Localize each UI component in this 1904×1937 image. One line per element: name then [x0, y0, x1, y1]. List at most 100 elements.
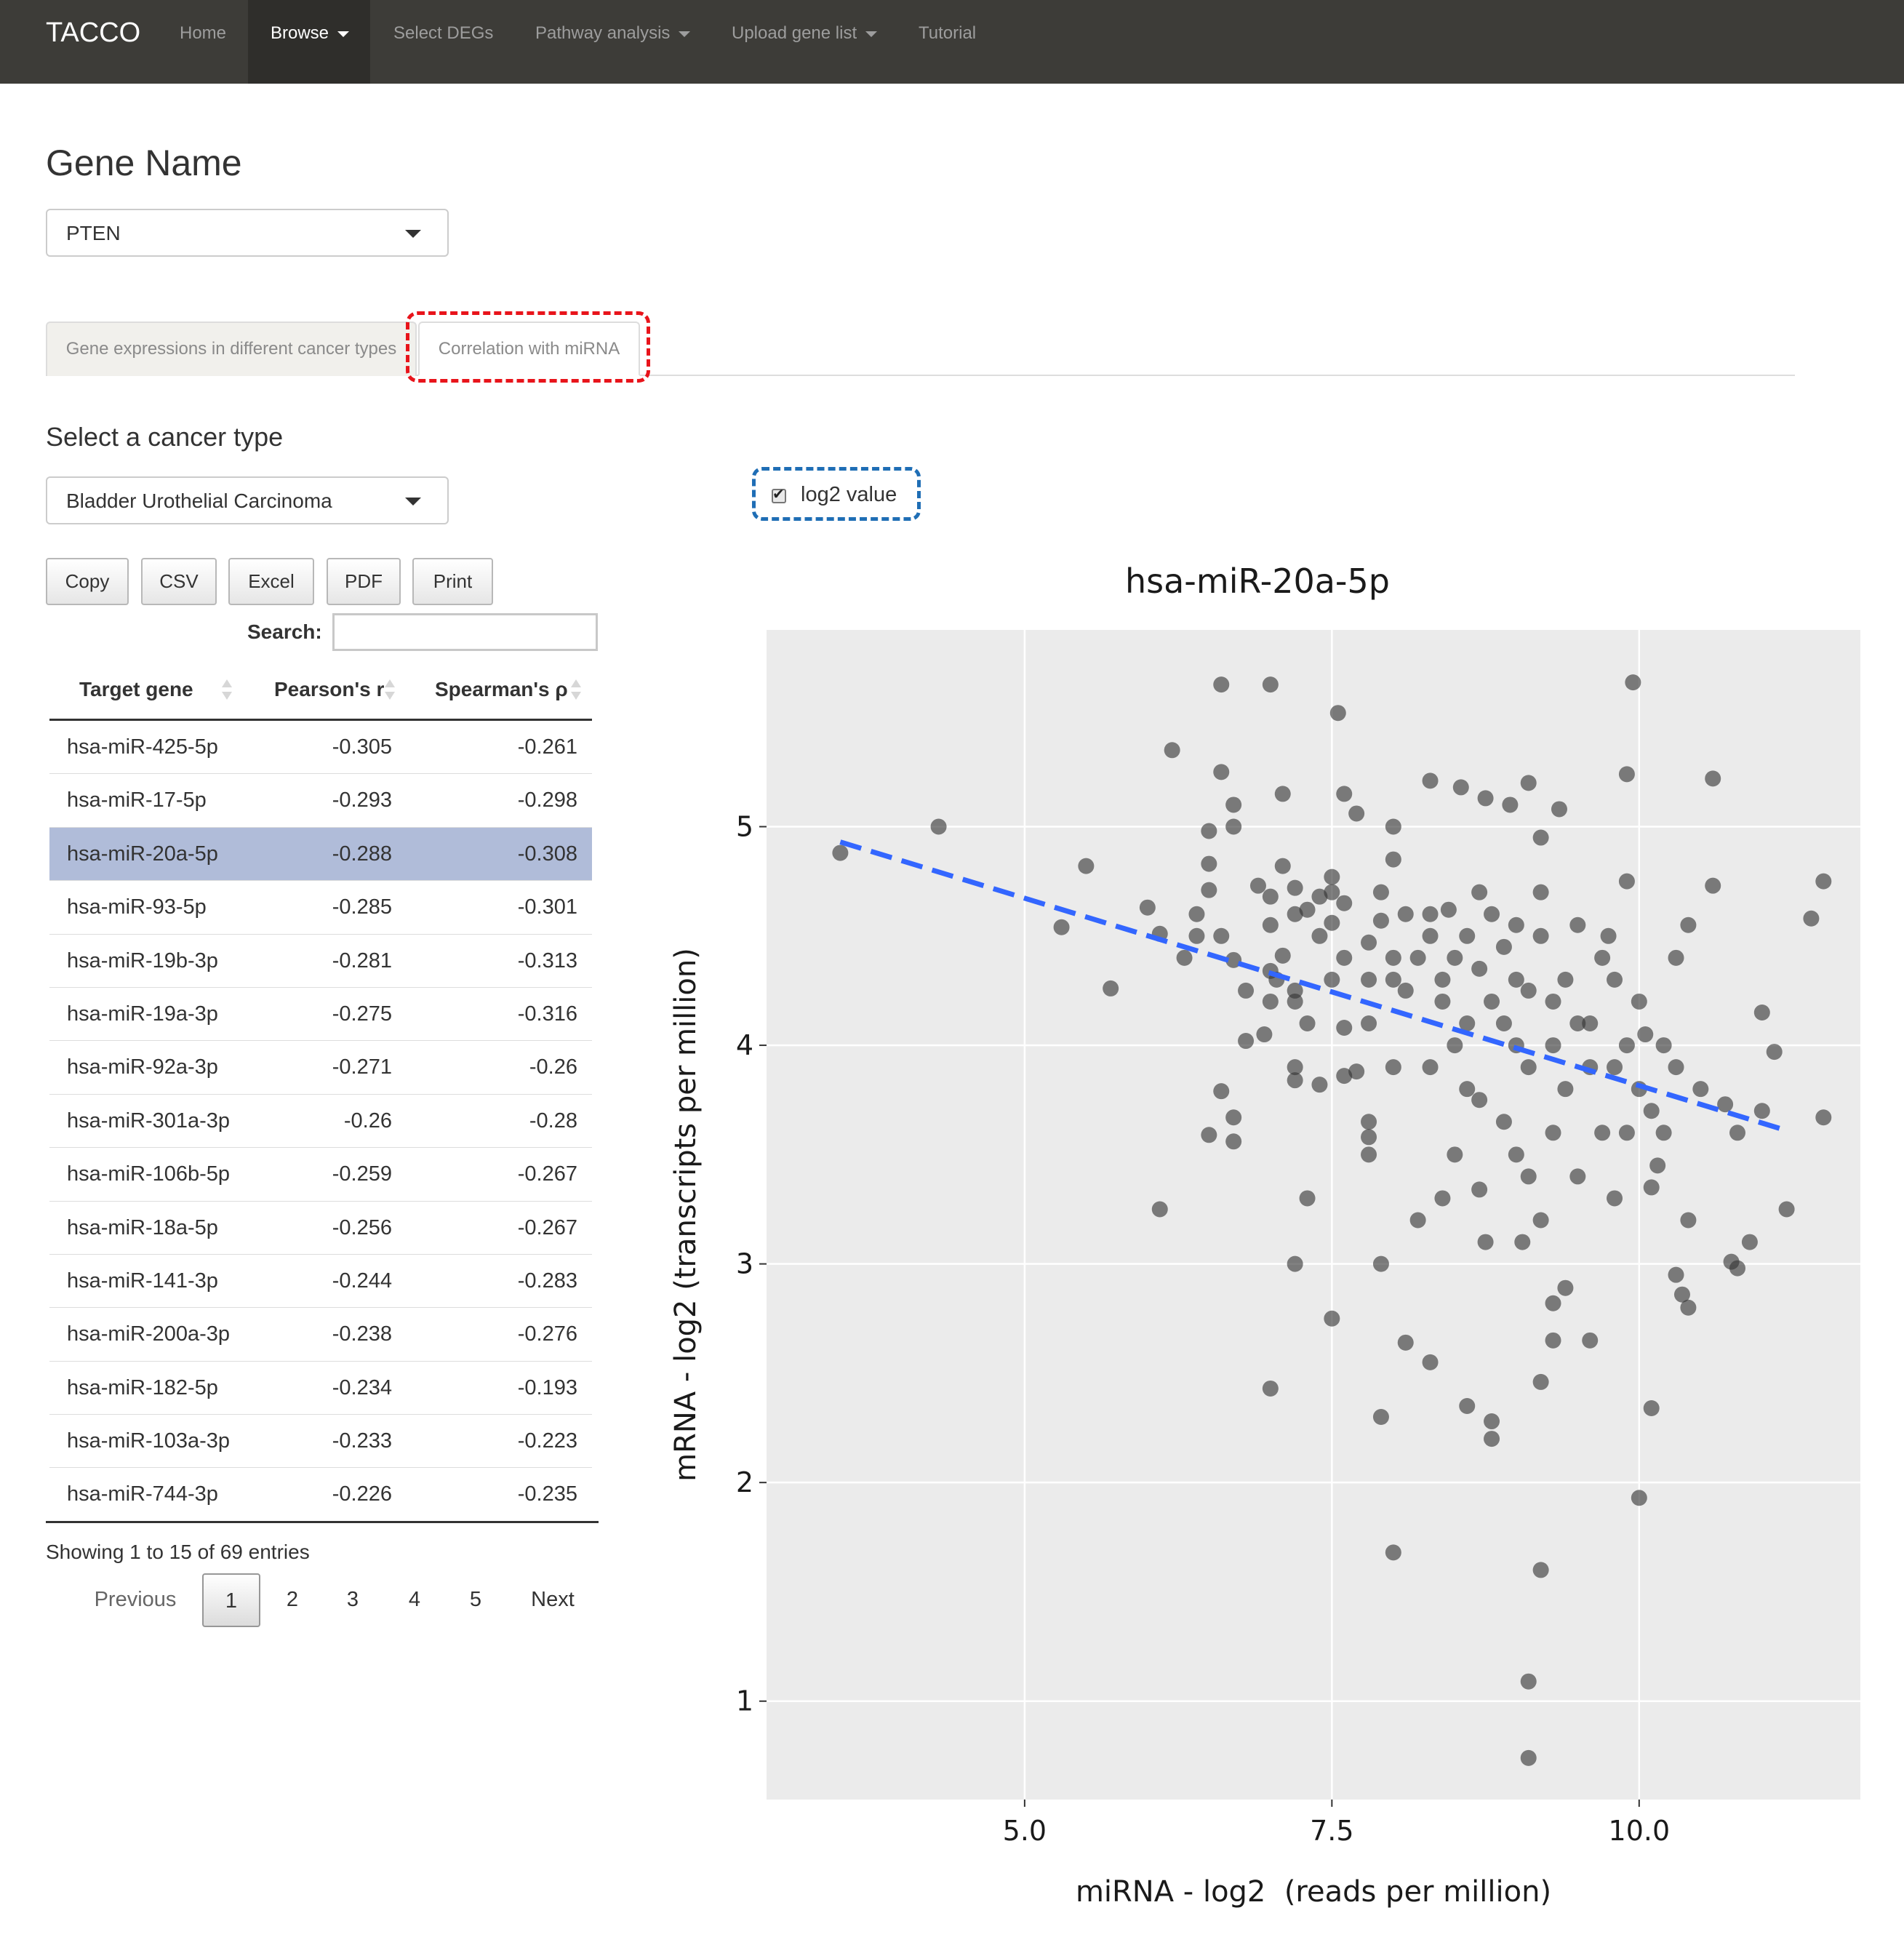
excel-button[interactable]: Excel [228, 558, 314, 605]
data-point [1471, 1092, 1488, 1109]
data-point [1287, 879, 1303, 896]
data-point [1385, 949, 1401, 966]
nav-select-degs[interactable]: Select DEGs [393, 23, 494, 43]
data-point [832, 844, 849, 861]
gene-select[interactable]: PTEN [46, 209, 449, 257]
sort-icon[interactable] [385, 679, 395, 703]
table-row[interactable]: hsa-miR-200a-3p -0.238 -0.276 [49, 1308, 592, 1362]
data-point [930, 818, 947, 835]
search-input[interactable] [332, 613, 598, 651]
brand-logo[interactable]: TACCO [46, 17, 141, 48]
data-point [1532, 884, 1549, 900]
pagination-next[interactable]: Next [531, 1588, 575, 1611]
nav-browse[interactable]: Browse [248, 0, 370, 84]
data-point [1188, 906, 1205, 922]
table-row[interactable]: hsa-miR-92a-3p -0.271 -0.26 [49, 1041, 592, 1095]
table-row[interactable]: hsa-miR-19a-3p -0.275 -0.316 [49, 988, 592, 1042]
data-point [1372, 1409, 1389, 1426]
cell-target-gene: hsa-miR-19a-3p [67, 1002, 218, 1026]
data-point [1680, 916, 1697, 933]
cancer-type-select[interactable]: Bladder Urothelial Carcinoma [46, 476, 449, 524]
data-point [1477, 790, 1494, 807]
sort-icon[interactable] [571, 679, 581, 703]
table-row[interactable]: hsa-miR-141-3p -0.244 -0.283 [49, 1255, 592, 1309]
data-point [1225, 951, 1242, 968]
cell-spearman: -0.301 [517, 895, 577, 919]
data-point [1361, 1114, 1377, 1130]
pdf-button[interactable]: PDF [327, 558, 401, 605]
data-point [1324, 884, 1340, 900]
data-point [1213, 676, 1230, 693]
cell-pearson: -0.281 [332, 948, 392, 973]
data-point [1484, 1431, 1500, 1447]
data-point [1508, 1146, 1524, 1163]
table-row[interactable]: hsa-miR-301a-3p -0.26 -0.28 [49, 1095, 592, 1149]
nav-tutorial[interactable]: Tutorial [919, 23, 977, 43]
data-point [1717, 1096, 1734, 1113]
nav-upload-gene-list[interactable]: Upload gene list [732, 0, 878, 84]
cell-target-gene: hsa-miR-182-5p [67, 1375, 218, 1399]
pagination-page-1[interactable]: 1 [202, 1573, 260, 1627]
pagination-previous[interactable]: Previous [94, 1588, 177, 1611]
table-row[interactable]: hsa-miR-106b-5p -0.259 -0.267 [49, 1148, 592, 1202]
pagination-page-2[interactable]: 2 [286, 1588, 299, 1611]
cell-spearman: -0.267 [517, 1215, 577, 1239]
tab-gene-expressions[interactable]: Gene expressions in different cancer typ… [46, 321, 417, 376]
table-row[interactable]: hsa-miR-744-3p -0.226 -0.235 [49, 1468, 592, 1522]
data-point [1741, 1234, 1758, 1250]
data-point [1201, 855, 1217, 872]
pagination-page-5[interactable]: 5 [469, 1588, 482, 1611]
data-point [1753, 1103, 1770, 1119]
data-point [1287, 906, 1303, 922]
cell-pearson: -0.271 [332, 1055, 392, 1079]
data-point [1459, 1397, 1476, 1414]
data-point [1188, 927, 1205, 944]
data-point [1287, 982, 1303, 999]
table-row[interactable]: hsa-miR-17-5p -0.293 -0.298 [49, 774, 592, 828]
tab-correlation-mirna[interactable]: Correlation with miRNA [418, 321, 640, 376]
table-row[interactable]: hsa-miR-18a-5p -0.256 -0.267 [49, 1202, 592, 1255]
table-header-rule [49, 719, 592, 721]
print-button[interactable]: Print [412, 558, 493, 605]
table-row[interactable]: hsa-miR-93-5p -0.285 -0.301 [49, 881, 592, 935]
csv-button[interactable]: CSV [141, 558, 217, 605]
log2-checkbox-label[interactable]: log2 value [801, 483, 897, 506]
pagination-page-4[interactable]: 4 [408, 1588, 421, 1611]
data-point [1201, 1127, 1217, 1143]
log2-checkbox[interactable] [772, 489, 786, 503]
data-point [1447, 1037, 1463, 1054]
data-point [1680, 1299, 1697, 1316]
data-point [1397, 982, 1414, 999]
table-row[interactable]: hsa-miR-182-5p -0.234 -0.193 [49, 1362, 592, 1415]
column-header-target-gene[interactable]: Target gene [79, 678, 193, 700]
data-point [1815, 873, 1832, 890]
sort-icon[interactable] [222, 679, 232, 703]
data-point [1723, 1253, 1740, 1270]
table-row[interactable]: hsa-miR-103a-3p -0.233 -0.223 [49, 1415, 592, 1469]
copy-button[interactable]: Copy [46, 558, 129, 605]
data-point [1532, 829, 1549, 846]
cell-pearson: -0.244 [332, 1269, 392, 1293]
data-point [1508, 971, 1524, 988]
nav-home[interactable]: Home [180, 23, 227, 43]
data-point [1336, 1020, 1353, 1037]
data-point [1508, 916, 1524, 933]
column-header-spearman[interactable]: Spearman's ρ [435, 678, 568, 700]
pagination-page-3[interactable]: 3 [346, 1588, 359, 1611]
table-row[interactable]: hsa-miR-425-5p -0.305 -0.261 [49, 721, 592, 775]
data-point [1447, 1146, 1463, 1163]
data-point [1532, 1212, 1549, 1229]
column-header-pearson[interactable]: Pearson's r [274, 678, 385, 700]
x-tick-label: 7.5 [1310, 1815, 1353, 1847]
nav-pathway-analysis[interactable]: Pathway analysis [535, 0, 691, 84]
table-info: Showing 1 to 15 of 69 entries [46, 1541, 310, 1563]
table-row[interactable]: hsa-miR-19b-3p -0.281 -0.313 [49, 935, 592, 988]
data-point [1545, 1037, 1561, 1054]
data-point [1484, 906, 1500, 922]
table-row-selected[interactable]: hsa-miR-20a-5p -0.288 -0.308 [49, 827, 592, 882]
data-point [1520, 1673, 1537, 1690]
data-point [1643, 1103, 1660, 1119]
y-tick-label: 2 [736, 1466, 753, 1498]
data-point [1336, 786, 1353, 802]
data-point [1361, 1015, 1377, 1032]
